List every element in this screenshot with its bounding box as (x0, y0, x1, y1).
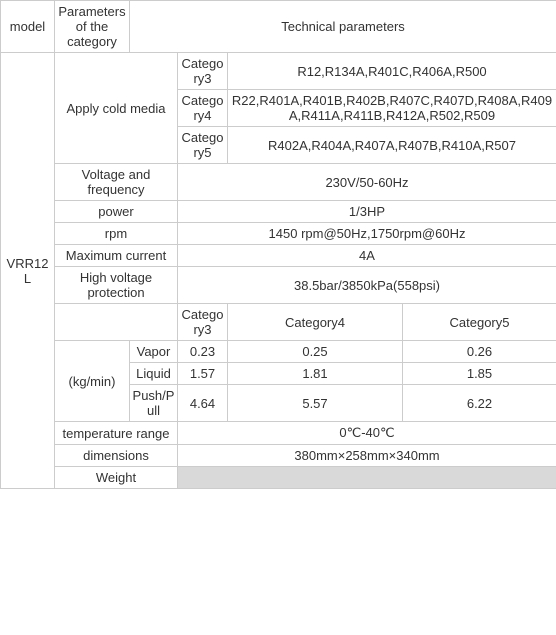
row-temp-range: temperature range 0℃-40℃ (1, 422, 556, 445)
cat3-label: Category3 (178, 53, 228, 90)
row-power: power 1/3HP (1, 201, 556, 223)
pushpull-v4: 5.57 (228, 385, 403, 422)
header-params: Parameters of the category (55, 1, 130, 53)
hv-label: High voltage protection (55, 267, 178, 304)
temp-value: 0℃-40℃ (178, 422, 556, 445)
temp-label: temperature range (55, 422, 178, 445)
header-model: model (1, 1, 55, 53)
voltage-label: Voltage and frequency (55, 164, 178, 201)
kgmin-label: (kg/min) (55, 341, 130, 422)
header-tech: Technical parameters (130, 1, 556, 53)
row-weight: Weight (1, 467, 556, 489)
rpm-value: 1450 rpm@50Hz,1750rpm@60Hz (178, 223, 556, 245)
row-vapor: (kg/min) Vapor 0.23 0.25 0.26 (1, 341, 556, 363)
row-hv-protection: High voltage protection 38.5bar/3850kPa(… (1, 267, 556, 304)
cat3-value: R12,R134A,R401C,R406A,R500 (228, 53, 556, 90)
cat4-value: R22,R401A,R401B,R402B,R407C,R407D,R408A,… (228, 90, 556, 127)
cat3-header: Category3 (178, 304, 228, 341)
dim-value: 380mm×258mm×340mm (178, 445, 556, 467)
row-category-headers: Category3 Category4 Category5 (1, 304, 556, 341)
weight-label: Weight (55, 467, 178, 489)
pushpull-label: Push/Pull (130, 385, 178, 422)
hv-value: 38.5bar/3850kPa(558psi) (178, 267, 556, 304)
liquid-label: Liquid (130, 363, 178, 385)
row-dimensions: dimensions 380mm×258mm×340mm (1, 445, 556, 467)
vapor-label: Vapor (130, 341, 178, 363)
row-max-current: Maximum current 4A (1, 245, 556, 267)
header-row: model Parameters of the category Technic… (1, 1, 556, 53)
pushpull-v5: 6.22 (403, 385, 556, 422)
empty-cell (55, 304, 178, 341)
apply-cold-media-label: Apply cold media (55, 53, 178, 164)
liquid-v4: 1.81 (228, 363, 403, 385)
liquid-v3: 1.57 (178, 363, 228, 385)
cat4-header: Category4 (228, 304, 403, 341)
max-current-label: Maximum current (55, 245, 178, 267)
cat5-label: Category5 (178, 127, 228, 164)
vapor-v4: 0.25 (228, 341, 403, 363)
weight-value (178, 467, 556, 489)
cat5-header: Category5 (403, 304, 556, 341)
row-rpm: rpm 1450 rpm@50Hz,1750rpm@60Hz (1, 223, 556, 245)
liquid-v5: 1.85 (403, 363, 556, 385)
power-value: 1/3HP (178, 201, 556, 223)
model-cell: VRR12L (1, 53, 55, 489)
spec-table: model Parameters of the category Technic… (0, 0, 556, 489)
cat5-value: R402A,R404A,R407A,R407B,R410A,R507 (228, 127, 556, 164)
rpm-label: rpm (55, 223, 178, 245)
pushpull-v3: 4.64 (178, 385, 228, 422)
vapor-v5: 0.26 (403, 341, 556, 363)
max-current-value: 4A (178, 245, 556, 267)
vapor-v3: 0.23 (178, 341, 228, 363)
voltage-value: 230V/50-60Hz (178, 164, 556, 201)
cat4-label: Category4 (178, 90, 228, 127)
dim-label: dimensions (55, 445, 178, 467)
power-label: power (55, 201, 178, 223)
row-voltage: Voltage and frequency 230V/50-60Hz (1, 164, 556, 201)
row-media-cat3: VRR12L Apply cold media Category3 R12,R1… (1, 53, 556, 90)
